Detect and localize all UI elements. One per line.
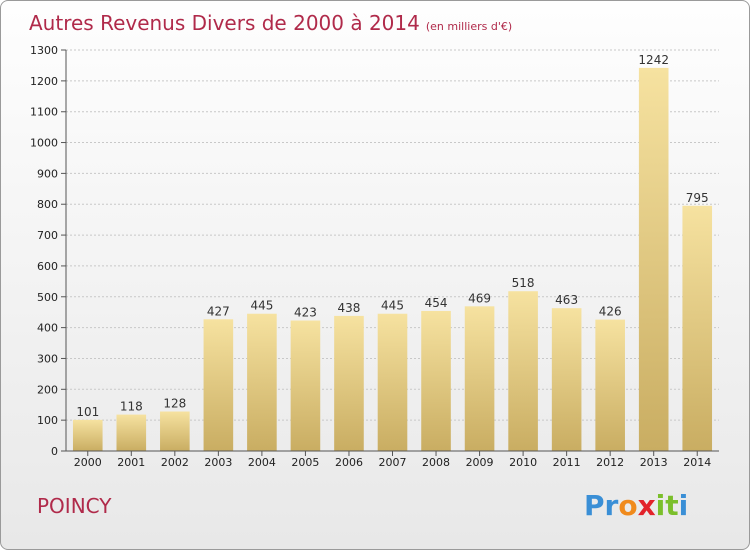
bar xyxy=(682,205,713,451)
bar xyxy=(464,306,495,451)
title-text: Autres Revenus Divers de 2000 à 2014 xyxy=(29,11,420,35)
y-tick-label: 900 xyxy=(37,167,58,180)
bar-value-label: 518 xyxy=(512,276,535,290)
y-axis: 0 100 200 300 400 500 600 700 800 900 1000 1100 1200… xyxy=(30,44,67,458)
bar-value-label: 101 xyxy=(76,405,99,419)
bar-value-label: 1242 xyxy=(638,53,669,67)
y-tick-label: 1000 xyxy=(30,137,58,150)
bar xyxy=(421,310,451,451)
x-tick-label: 2002 xyxy=(161,456,189,469)
bar xyxy=(203,319,234,451)
bar-value-label: 445 xyxy=(250,299,273,313)
bar-value-label: 427 xyxy=(207,304,230,318)
x-tick-label: 2011 xyxy=(553,456,581,469)
proxiti-logo: Proxiti xyxy=(584,489,688,522)
x-tick-label: 2010 xyxy=(509,456,537,469)
x-tick-label: 2005 xyxy=(291,456,319,469)
y-tick-label: 100 xyxy=(37,414,58,427)
y-tick-label: 300 xyxy=(37,352,58,365)
bar-value-label: 469 xyxy=(468,291,491,305)
x-tick-label: 2014 xyxy=(683,456,711,469)
bar-value-label: 118 xyxy=(120,400,143,414)
x-tick-label: 2001 xyxy=(117,456,145,469)
bar xyxy=(290,320,321,451)
location-label: POINCY xyxy=(37,494,112,518)
y-tick-label: 500 xyxy=(37,291,58,304)
bar xyxy=(377,313,408,451)
chart-title: Autres Revenus Divers de 2000 à 2014 (en … xyxy=(29,11,512,35)
bar xyxy=(638,67,669,451)
y-tick-label: 0 xyxy=(51,445,58,458)
logo-letter: r xyxy=(604,489,619,522)
y-tick-label: 400 xyxy=(37,322,58,335)
bar xyxy=(551,308,582,451)
y-tick-label: 200 xyxy=(37,383,58,396)
x-axis: 2000 2001 2002 2003 2004 2005 2006 2007 2008 2009… xyxy=(66,450,719,469)
x-tick-label: 2006 xyxy=(335,456,363,469)
bar xyxy=(160,411,190,451)
x-tick-label: 2007 xyxy=(379,456,407,469)
bar-value-label: 423 xyxy=(294,306,317,320)
y-tick-label: 800 xyxy=(37,198,58,211)
logo-letter: P xyxy=(584,489,605,522)
logo-letter: i xyxy=(678,489,689,522)
x-tick-label: 2000 xyxy=(74,456,102,469)
bar xyxy=(334,315,364,451)
bars-group: 101 118 128 427 445 423 438 445 454 469 518 463 426 1… xyxy=(72,53,713,451)
bar-value-label: 426 xyxy=(599,305,622,319)
logo-letter: i xyxy=(655,489,666,522)
x-tick-label: 2003 xyxy=(204,456,232,469)
bar-value-label: 445 xyxy=(381,299,404,313)
logo-letter: t xyxy=(665,489,679,522)
y-tick-label: 600 xyxy=(37,260,58,273)
bar-value-label: 463 xyxy=(555,293,578,307)
x-tick-label: 2004 xyxy=(248,456,276,469)
logo-letter: o xyxy=(618,489,638,522)
bar xyxy=(595,319,625,451)
title-unit: (en milliers d'€) xyxy=(425,20,513,33)
bar xyxy=(247,313,277,451)
y-tick-label: 700 xyxy=(37,229,58,242)
bar-value-label: 454 xyxy=(425,296,448,310)
y-tick-label: 1300 xyxy=(30,44,58,57)
y-tick-label: 1100 xyxy=(30,106,58,119)
bar xyxy=(72,419,103,451)
bar-value-label: 438 xyxy=(338,301,361,315)
bar xyxy=(508,291,538,451)
x-tick-label: 2009 xyxy=(466,456,494,469)
bar-value-label: 795 xyxy=(686,191,709,205)
bar-value-label: 128 xyxy=(163,397,186,411)
x-tick-label: 2008 xyxy=(422,456,450,469)
x-tick-label: 2013 xyxy=(640,456,668,469)
logo-letter: x xyxy=(637,489,656,522)
bar xyxy=(116,414,147,451)
x-tick-label: 2012 xyxy=(596,456,624,469)
y-tick-label: 1200 xyxy=(30,75,58,88)
